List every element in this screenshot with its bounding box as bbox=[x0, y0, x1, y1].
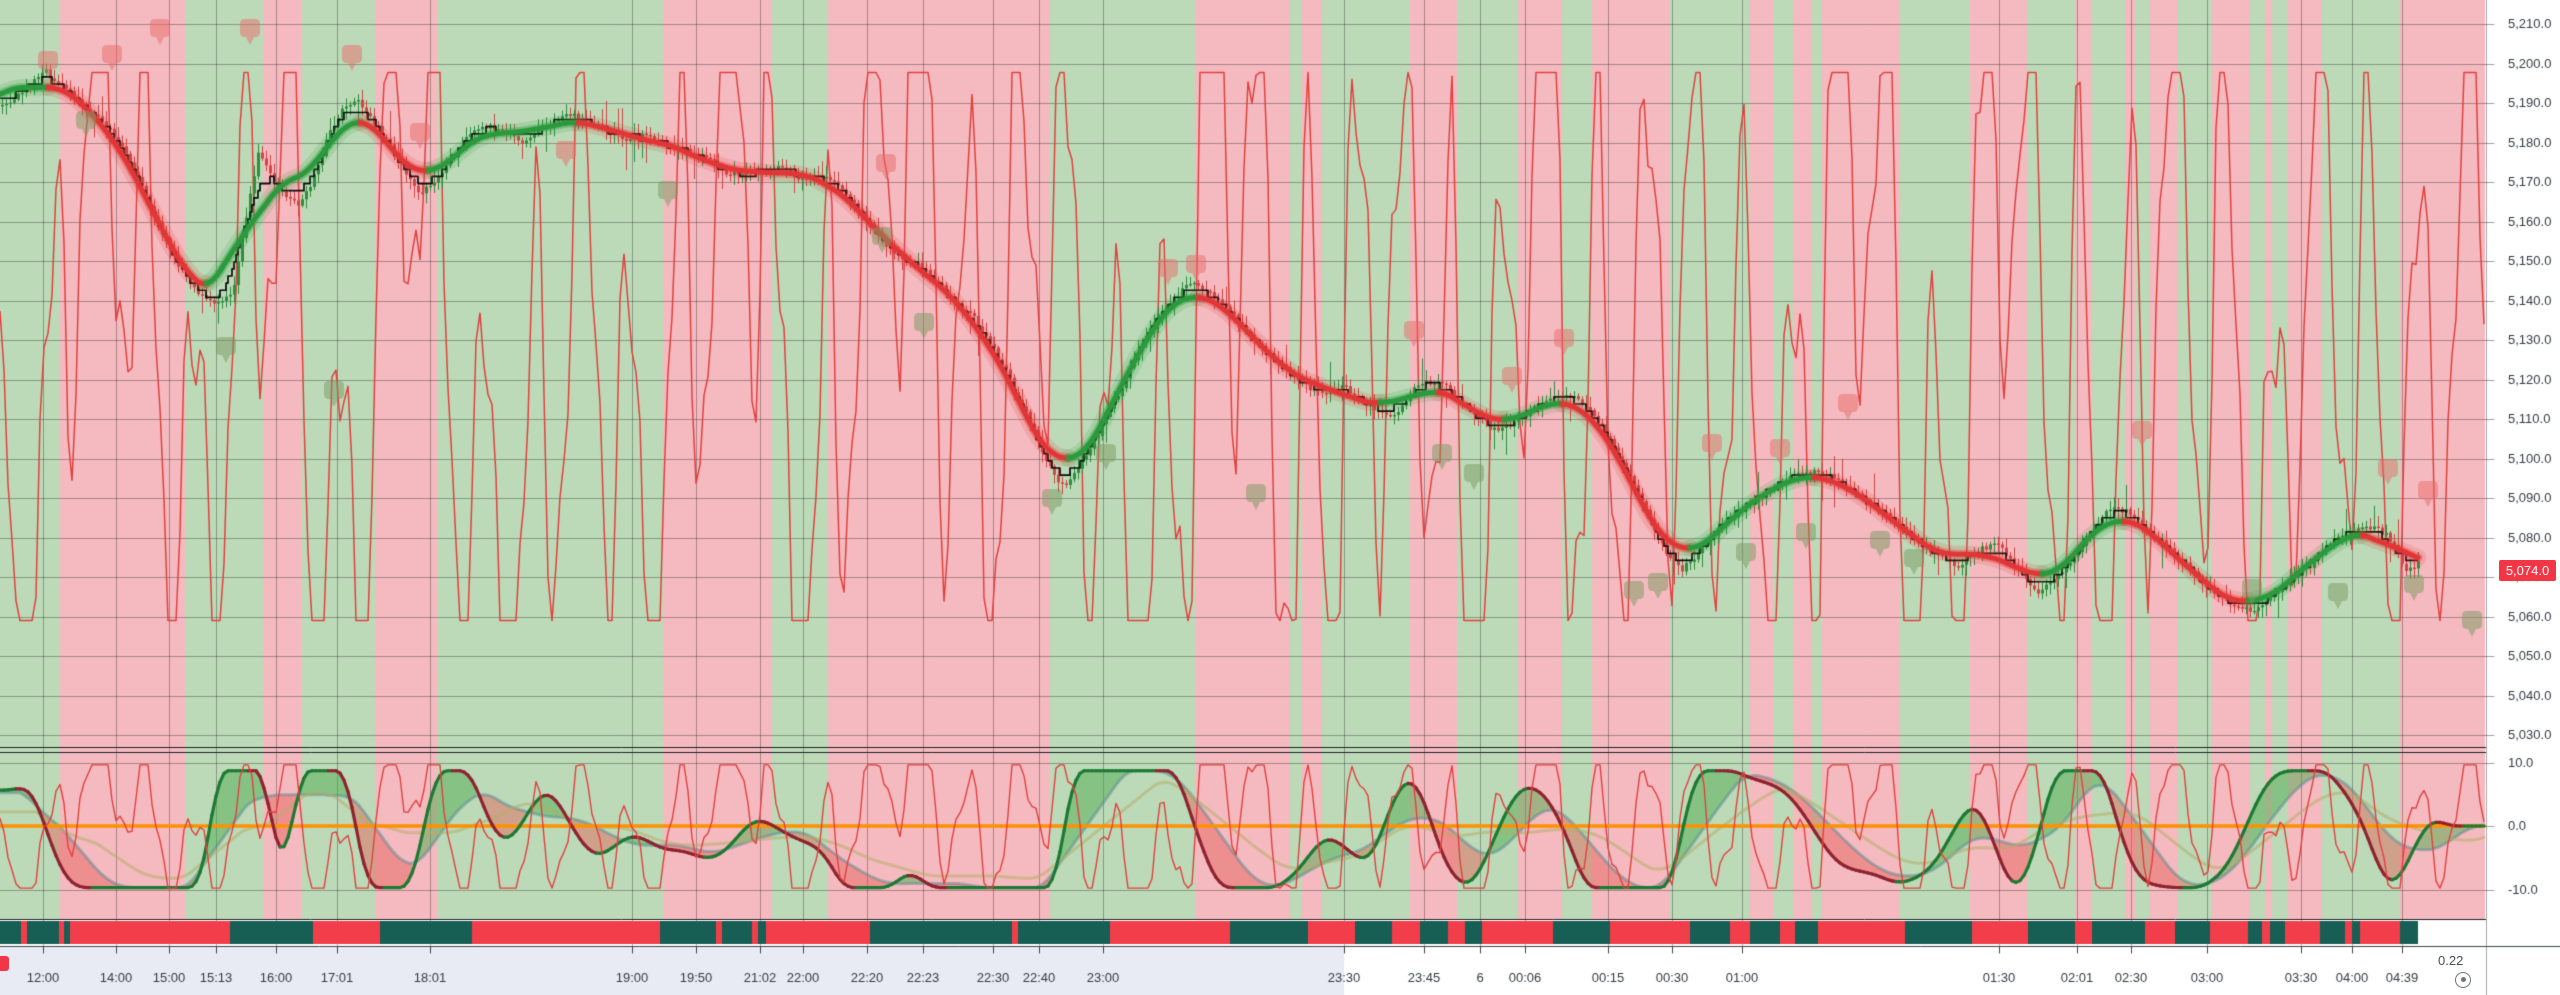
eye-circle-dot-icon[interactable] bbox=[2455, 972, 2471, 988]
price-axis[interactable] bbox=[2486, 0, 2560, 946]
time-axis[interactable] bbox=[0, 947, 2486, 995]
clipped-countdown-label bbox=[0, 956, 9, 971]
last-price-label: 5,074.0 bbox=[2499, 560, 2556, 581]
strip-value-label: 0.22 bbox=[2438, 953, 2464, 968]
eye-dot bbox=[2460, 976, 2466, 982]
